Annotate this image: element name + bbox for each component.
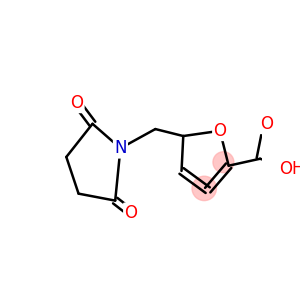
- Text: O: O: [70, 94, 83, 112]
- Text: O: O: [213, 122, 226, 140]
- Text: OH: OH: [279, 160, 300, 178]
- Text: O: O: [124, 204, 137, 222]
- Text: N: N: [114, 139, 127, 157]
- Text: O: O: [261, 115, 274, 133]
- Circle shape: [192, 176, 216, 201]
- Circle shape: [213, 152, 234, 173]
